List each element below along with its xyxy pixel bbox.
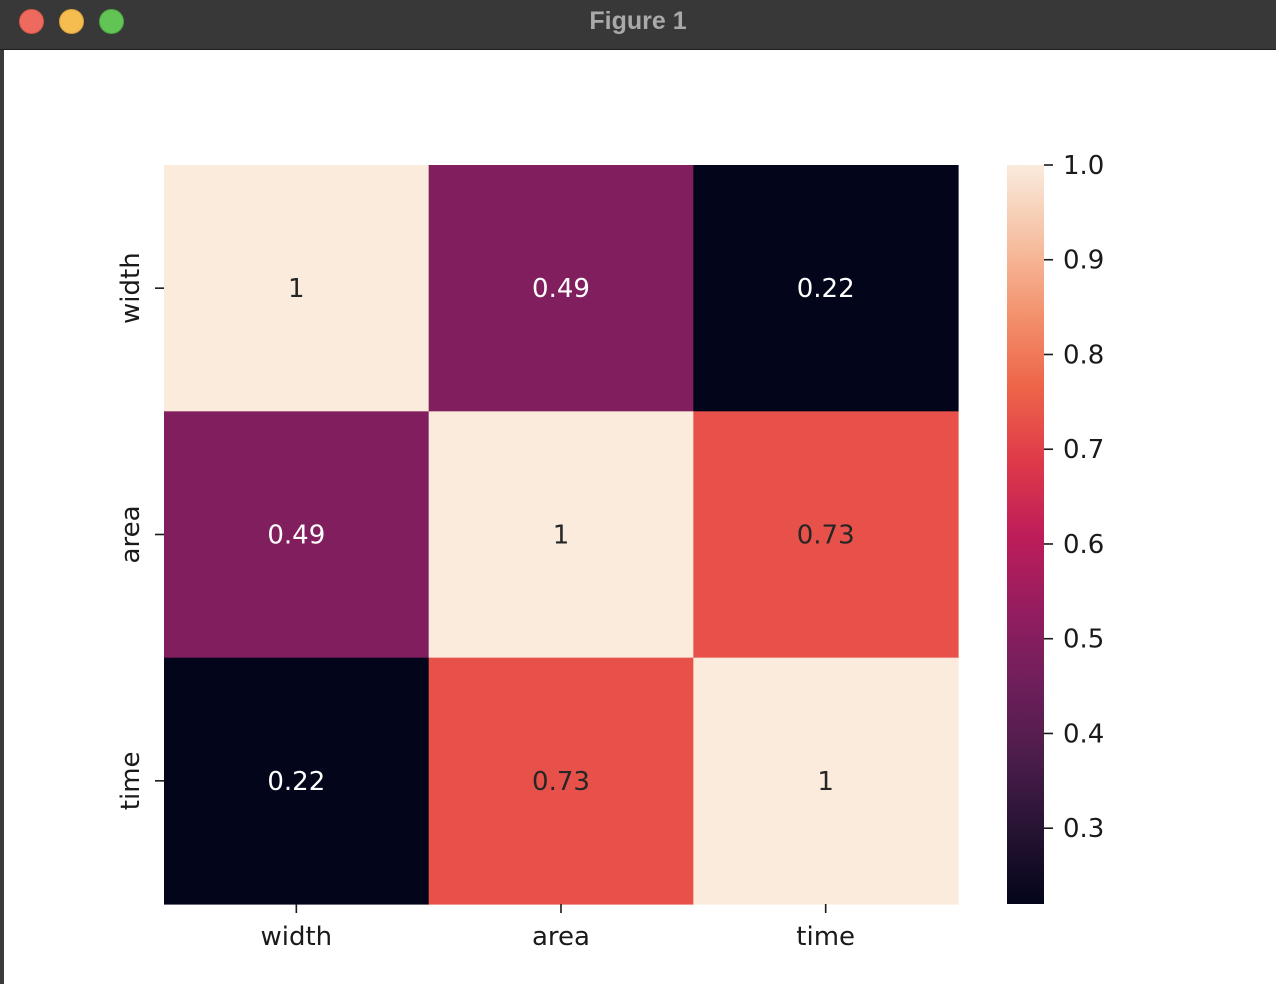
colorbar-tick-label: 0.4: [1063, 719, 1104, 749]
window-border: [0, 50, 4, 984]
heatmap-annotation: 0.22: [267, 767, 325, 797]
x-tick-label: width: [260, 922, 332, 952]
heatmap-annotations: 1 0.49 0.22 0.49 1 0.73 0.22 0.73 1: [267, 274, 854, 797]
minimize-button[interactable]: [59, 9, 84, 34]
heatmap-annotation: 0.49: [267, 520, 325, 550]
x-tick-label: area: [532, 922, 590, 952]
y-tick-label: area: [116, 506, 146, 564]
window-title: Figure 1: [589, 7, 687, 35]
heatmap-cell-time-width: [164, 657, 430, 905]
heatmap-cell-time-time: [693, 657, 959, 905]
title-bar[interactable]: Figure 1: [0, 0, 1276, 50]
colorbar-tick-label: 0.6: [1063, 530, 1104, 560]
heatmap-annotation: 0.73: [532, 767, 590, 797]
heatmap-cell-width-width: [164, 165, 430, 412]
colorbar-tick-label: 0.8: [1063, 340, 1104, 370]
x-tick-label: time: [796, 922, 855, 952]
heatmap-cell-width-time: [693, 165, 959, 412]
heatmap-annotation: 0.73: [797, 520, 855, 550]
close-button[interactable]: [19, 9, 44, 34]
colorbar-gradient: [1007, 165, 1044, 904]
zoom-button[interactable]: [99, 9, 124, 34]
colorbar-tick-label: 1.0: [1063, 151, 1104, 181]
heatmap-annotation: 0.49: [532, 274, 590, 304]
y-axis: width area time: [116, 252, 164, 810]
heatmap-annotation: 1: [288, 274, 305, 304]
colorbar-tick-label: 0.9: [1063, 246, 1104, 276]
y-tick-label: width: [116, 252, 146, 324]
colorbar: 1.0 0.9 0.8 0.7 0.6 0.5 0.4 0.3: [1007, 151, 1104, 904]
colorbar-tick-label: 0.5: [1063, 625, 1104, 655]
heatmap-cell-area-area: [428, 411, 694, 659]
heatmap-cell-area-time: [693, 411, 959, 659]
x-axis: width area time: [260, 904, 855, 952]
heatmap-annotation: 0.22: [797, 274, 855, 304]
colorbar-tick-label: 0.3: [1063, 814, 1104, 844]
heatmap-cell-width-area: [428, 165, 694, 412]
heatmap-annotation: 1: [817, 767, 834, 797]
heatmap-cells: [164, 165, 959, 905]
y-tick-label: time: [116, 751, 146, 810]
heatmap-cell-area-width: [164, 411, 430, 659]
heatmap-annotation: 1: [553, 520, 570, 550]
colorbar-tick-label: 0.7: [1063, 435, 1104, 465]
heatmap-cell-time-area: [428, 657, 694, 905]
